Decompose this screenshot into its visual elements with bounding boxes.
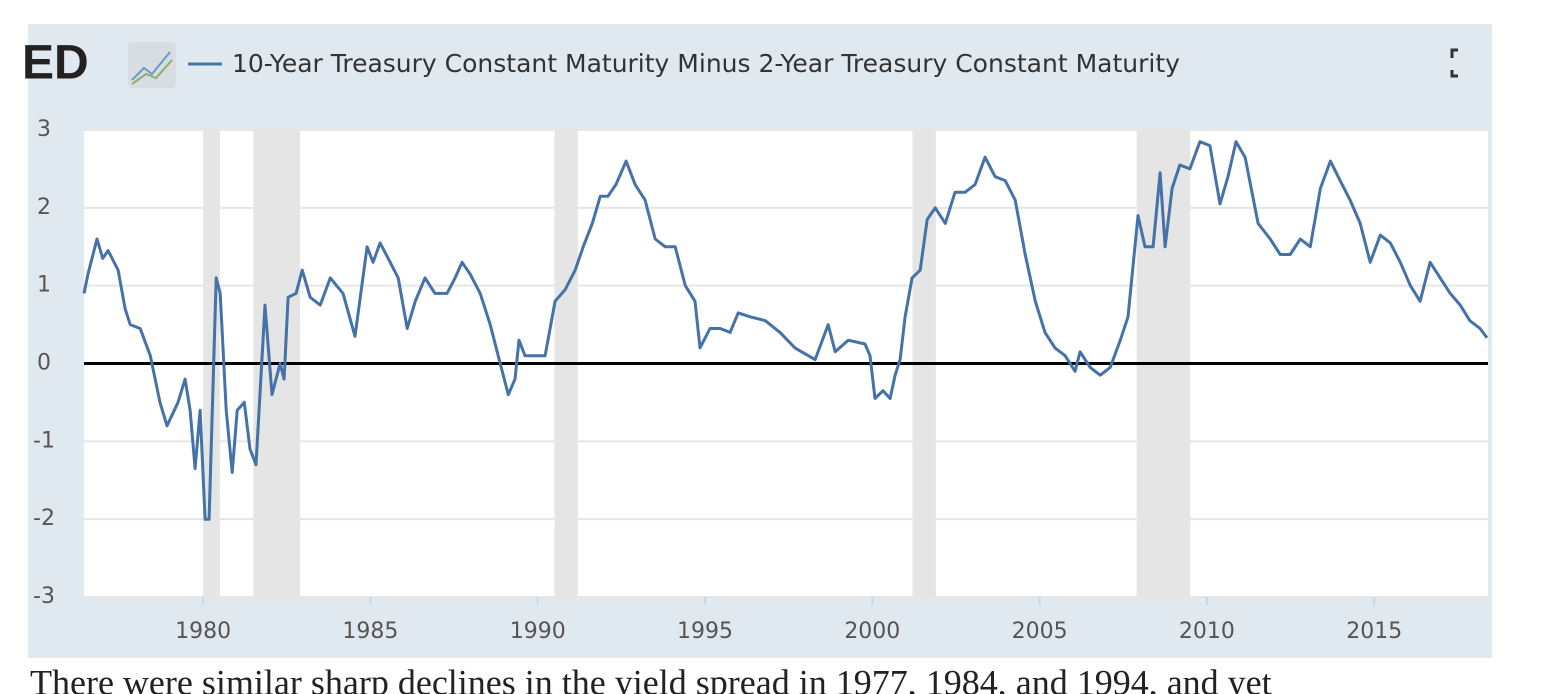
logo: ED <box>22 37 89 90</box>
caption: There were similar sharp declines in the… <box>30 662 1272 694</box>
x-tick-label: 2000 <box>844 619 900 644</box>
x-tick-label: 1995 <box>677 619 733 644</box>
y-tick-label: -3 <box>33 584 55 609</box>
x-tick-label: 2005 <box>1012 619 1068 644</box>
y-tick-label: 0 <box>37 351 51 376</box>
y-tick-label: -1 <box>33 428 55 453</box>
y-tick-label: 3 <box>37 117 51 142</box>
x-tick-label: 1985 <box>342 619 398 644</box>
x-tick-label: 2015 <box>1346 619 1402 644</box>
y-tick-label: 2 <box>37 195 51 220</box>
y-tick-label: -2 <box>33 506 55 531</box>
fullscreen-icon[interactable] <box>1450 48 1458 78</box>
x-tick-label: 1980 <box>175 619 231 644</box>
x-tick-label: 2010 <box>1179 619 1235 644</box>
graph-icon <box>128 42 176 88</box>
x-tick-label: 1990 <box>510 619 566 644</box>
y-tick-label: 1 <box>37 273 51 298</box>
series-line <box>82 140 1489 521</box>
legend-label: 10-Year Treasury Constant Maturity Minus… <box>232 49 1180 78</box>
